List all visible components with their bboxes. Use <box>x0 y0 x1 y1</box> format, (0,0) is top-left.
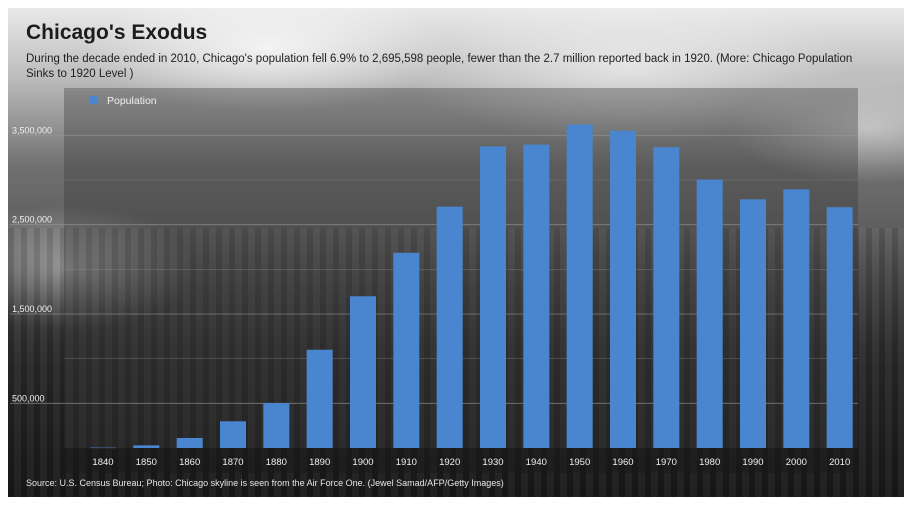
x-tick-label: 1920 <box>439 457 460 468</box>
x-tick-label: 1910 <box>396 457 417 468</box>
x-tick-label: 1860 <box>179 457 200 468</box>
bar-1880 <box>263 403 290 448</box>
x-tick-label: 1960 <box>612 457 633 468</box>
bar-1980 <box>696 179 723 448</box>
x-tick-label: 1930 <box>482 457 503 468</box>
bar-1850 <box>133 445 160 448</box>
x-tick-label: 1850 <box>136 457 157 468</box>
x-axis-strip <box>64 448 858 473</box>
y-tick-label: 1,500,000 <box>12 304 52 314</box>
x-tick-label: 1970 <box>656 457 677 468</box>
bar-1870 <box>220 421 246 448</box>
bar-1860 <box>176 437 203 448</box>
chart-panel: Chicago's Exodus During the decade ended… <box>8 8 904 497</box>
bar-2010 <box>826 207 853 448</box>
bar-2000 <box>783 189 810 448</box>
x-tick-label: 1940 <box>526 457 547 468</box>
bar-1840 <box>90 447 116 449</box>
bar-1950 <box>566 124 593 448</box>
bar-1990 <box>740 199 766 448</box>
y-tick-label: 3,500,000 <box>12 125 52 135</box>
x-tick-label: 1950 <box>569 457 590 468</box>
bar-1940 <box>523 144 550 448</box>
x-tick-label: 1980 <box>699 457 720 468</box>
chart-subtitle: During the decade ended in 2010, Chicago… <box>26 53 853 80</box>
y-tick-label: 500,000 <box>12 393 45 403</box>
x-tick-label: 1880 <box>266 457 287 468</box>
bar-1920 <box>436 206 463 448</box>
legend-swatch <box>89 96 97 104</box>
x-tick-label: 1840 <box>92 457 113 468</box>
bar-1910 <box>393 252 420 448</box>
chart-title: Chicago's Exodus <box>26 21 208 44</box>
bar-1930 <box>480 146 506 449</box>
legend-label: Population <box>107 95 157 107</box>
x-tick-label: 1870 <box>222 457 243 468</box>
x-tick-label: 1890 <box>309 457 330 468</box>
bar-1960 <box>610 130 636 448</box>
bar-1890 <box>306 349 333 448</box>
x-tick-label: 1990 <box>742 457 763 468</box>
x-tick-label: 1900 <box>352 457 373 468</box>
source-note: Source: U.S. Census Bureau; Photo: Chica… <box>26 478 504 488</box>
bar-1970 <box>653 147 680 448</box>
bar-1900 <box>350 296 376 448</box>
bar-chart: 500,000 1,500,000 2,500,000 3,500,000 1840 18… <box>10 90 858 468</box>
x-tick-label: 2000 <box>786 457 807 468</box>
y-tick-label: 2,500,000 <box>12 215 52 225</box>
x-tick-label: 2010 <box>829 457 850 468</box>
